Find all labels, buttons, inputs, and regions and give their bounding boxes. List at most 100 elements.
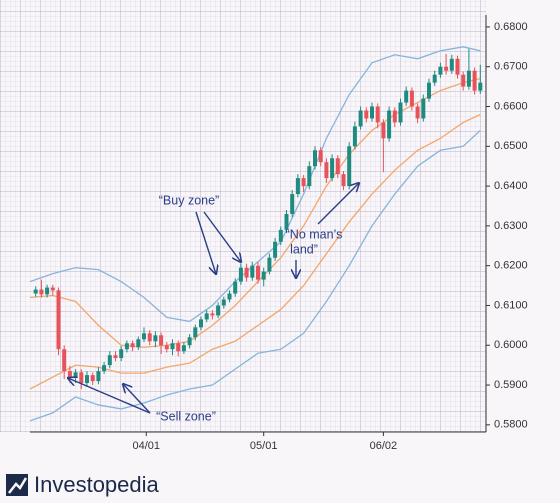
candle-body	[352, 126, 357, 147]
candle-body	[96, 371, 101, 382]
candle-body	[85, 375, 89, 384]
candle-body	[432, 74, 437, 83]
candle-body	[438, 66, 443, 75]
candle-body	[181, 345, 186, 352]
candle-body	[124, 343, 129, 350]
candle-body	[107, 355, 112, 366]
candle-body	[358, 110, 363, 127]
y-tick-label: 0.6500	[494, 140, 528, 152]
band-line	[29, 46, 481, 323]
candle-body	[421, 98, 426, 119]
candle-body	[238, 267, 243, 282]
candle-body	[427, 82, 431, 99]
candle-body	[216, 305, 221, 316]
candle-body	[330, 158, 335, 179]
candle-body	[233, 281, 238, 294]
candle-body	[56, 290, 61, 350]
candle-body	[341, 174, 346, 187]
candle-body	[301, 178, 306, 187]
candle-body	[199, 319, 203, 328]
candle-body	[113, 355, 118, 358]
candle-body	[159, 335, 164, 346]
candle-body	[478, 82, 483, 91]
annotation: “Buy zone”	[159, 193, 219, 207]
candle-body	[147, 333, 152, 342]
logo: Investopedia	[6, 472, 160, 497]
candle-body	[370, 106, 374, 119]
candle-body	[318, 150, 323, 163]
candle-body	[324, 162, 329, 179]
candle-body	[136, 339, 141, 348]
arrow	[68, 378, 151, 414]
candle-body	[466, 70, 471, 87]
candle-body	[444, 66, 449, 71]
candle-body	[227, 293, 232, 300]
annotation: “No man’s	[286, 227, 343, 241]
annotation: “Sell zone”	[156, 409, 216, 423]
candle-body	[62, 349, 67, 372]
candle-body	[170, 343, 175, 350]
annotation: land”	[290, 242, 318, 256]
x-tick-label: 04/01	[133, 440, 161, 452]
candle-body	[261, 271, 266, 280]
candle-body	[79, 372, 84, 384]
candle-body	[193, 327, 198, 338]
candle-body	[398, 102, 403, 123]
y-tick-label: 0.6300	[494, 220, 528, 232]
candle-body	[45, 287, 50, 295]
candle-body	[256, 265, 260, 280]
x-tick-label: 05/01	[250, 440, 278, 452]
y-tick-label: 0.6800	[494, 21, 528, 33]
plot-background	[0, 0, 486, 432]
candle-body	[307, 166, 312, 187]
y-tick-label: 0.5900	[494, 379, 528, 391]
candle-body	[50, 287, 55, 291]
candle-body	[449, 58, 454, 71]
y-tick-label: 0.6400	[494, 180, 528, 192]
candle-body	[347, 146, 352, 187]
candle-body	[164, 345, 169, 350]
arrow	[123, 384, 151, 414]
candle-body	[267, 257, 272, 272]
y-tick-label: 0.6200	[494, 260, 528, 272]
candle-body	[204, 313, 209, 320]
candle-body	[244, 267, 249, 278]
logo-mark	[8, 477, 28, 494]
arrow	[317, 183, 359, 225]
arrow	[203, 211, 241, 262]
candle-body	[409, 90, 414, 107]
candle-body	[381, 122, 386, 139]
candle-body	[130, 343, 135, 348]
candle-body	[392, 110, 397, 123]
candle-body	[90, 375, 95, 382]
candle-body	[284, 213, 289, 230]
candle-body	[364, 110, 369, 119]
x-tick-label: 06/02	[370, 440, 398, 452]
candle-body	[290, 194, 295, 214]
candle-body	[102, 365, 107, 372]
candle-body	[33, 289, 38, 294]
candle-body	[387, 110, 392, 139]
candle-body	[187, 337, 192, 346]
y-tick-label: 0.6700	[494, 61, 528, 73]
y-tick-label: 0.6600	[494, 100, 528, 112]
candle-body	[153, 335, 158, 342]
candle-body	[472, 70, 477, 91]
logo-text: Investopedia	[34, 472, 160, 497]
y-tick-label: 0.6100	[494, 299, 528, 311]
arrow	[195, 211, 216, 274]
candle-body	[39, 289, 44, 295]
candle-body	[278, 229, 283, 242]
band-line	[29, 129, 481, 422]
candle-body	[142, 333, 146, 340]
annotation-arrows	[68, 183, 359, 414]
band-line	[29, 113, 481, 390]
candle-body	[404, 90, 409, 103]
candle-body	[455, 58, 460, 75]
candle-body	[375, 106, 380, 123]
candle-body	[313, 150, 317, 167]
y-tick-label: 0.5800	[494, 419, 528, 431]
candle-body	[250, 265, 255, 278]
